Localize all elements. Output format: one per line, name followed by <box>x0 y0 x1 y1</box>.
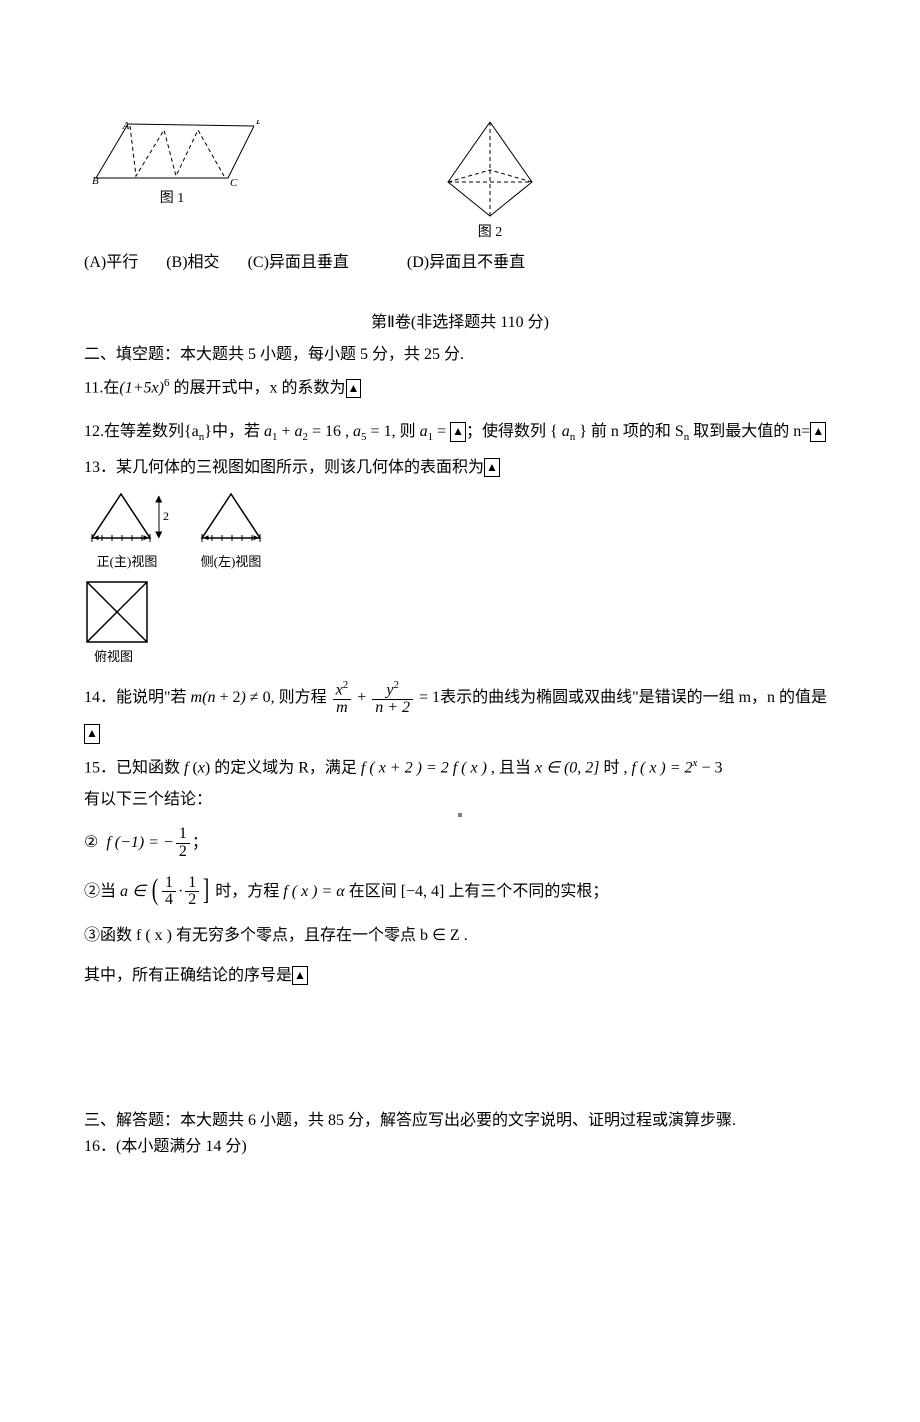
q14-blank: ▲ <box>84 721 836 747</box>
fig2-svg <box>440 120 540 220</box>
top-view: 俯视图 <box>84 579 836 668</box>
q15-final: 其中，所有正确结论的序号是▲ <box>84 963 836 989</box>
q13: 13．某几何体的三视图如图所示，则该几何体的表面积为▲ <box>84 455 836 481</box>
front-view-svg: 2 <box>84 490 170 550</box>
figure-2-caption: 图 2 <box>478 222 503 244</box>
option-b: (B)相交 <box>166 250 219 276</box>
section-2-title: 第Ⅱ卷(非选择题共 110 分) <box>84 310 836 336</box>
section-3-intro: 三、解答题：本大题共 6 小题，共 85 分，解答应写出必要的文字说明、证明过程… <box>84 1108 836 1134</box>
option-c: (C)异面且垂直 <box>248 250 349 276</box>
top-view-caption: 俯视图 <box>94 647 133 668</box>
q16-head: 16．(本小题满分 14 分) <box>84 1134 836 1160</box>
figure-1: A B C D 图 1 <box>84 120 260 244</box>
front-view: 2 正(主)视图 <box>84 490 170 573</box>
figures-row: A B C D 图 1 <box>84 120 836 244</box>
q15-line1: 15．已知函数 f (x) 的定义域为 R，满足 f ( x + 2 ) = 2… <box>84 755 836 781</box>
option-a: (A)平行 <box>84 250 138 276</box>
option-d: (D)异面且不垂直 <box>407 250 525 276</box>
section-3: 三、解答题：本大题共 6 小题，共 85 分，解答应写出必要的文字说明、证明过程… <box>84 1108 836 1159</box>
fig1-svg: A B C D <box>84 120 260 186</box>
label-C: C <box>230 177 238 186</box>
fillin-intro: 二、填空题：本大题共 5 小题，每小题 5 分，共 25 分. <box>84 342 836 368</box>
q11-expr: (1+5x) <box>119 380 164 397</box>
q11-prefix: 11.在 <box>84 380 119 397</box>
blank-box: ▲ <box>292 966 308 986</box>
q15-c1: ② f (−1) = −12； <box>84 826 836 861</box>
figure-2: 图 2 <box>440 120 540 244</box>
q14-frac2: y2 n + 2 <box>372 680 413 717</box>
label-A: A <box>122 120 130 132</box>
figure-1-caption: 图 1 <box>160 188 185 210</box>
height-label: 2 <box>163 509 169 523</box>
blank-box: ▲ <box>84 724 100 744</box>
side-view-svg <box>194 490 268 550</box>
front-view-caption: 正(主)视图 <box>97 552 158 573</box>
blank-box: ▲ <box>450 422 466 442</box>
page-marker-dot <box>458 813 462 817</box>
blank-box: ▲ <box>346 379 362 399</box>
blank-box: ▲ <box>810 422 826 442</box>
q15-conclusions: ② f (−1) = −12； ②当 a ∈ ( 14·12 ] 时，方程 f … <box>84 826 836 988</box>
q14-frac1: x2 m <box>333 680 352 717</box>
side-view-caption: 侧(左)视图 <box>201 552 262 573</box>
q15-c3: ③函数 f ( x ) 有无穷多个零点，且存在一个零点 b ∈ Z . <box>84 923 836 949</box>
q15-c2: ②当 a ∈ ( 14·12 ] 时，方程 f ( x ) = α 在区间 [−… <box>84 875 836 910</box>
q14: 14．能说明"若 m(n + 2) ≠ 0, 则方程 x2 m + y2 n +… <box>84 680 836 717</box>
side-view: 侧(左)视图 <box>194 490 268 573</box>
q12: 12.在等差数列{an}中，若 a1 + a2 = 16 , a5 = 1, 则… <box>84 419 836 447</box>
label-B: B <box>92 175 99 186</box>
blank-box: ▲ <box>484 458 500 478</box>
q11: 11.在(1+5x)6 的展开式中，x 的系数为▲ <box>84 375 836 401</box>
q10-options: (A)平行 (B)相交 (C)异面且垂直 (D)异面且不垂直 <box>84 250 836 276</box>
label-D: D <box>255 120 260 127</box>
page: A B C D 图 1 <box>0 120 920 1422</box>
three-views: 2 正(主)视图 <box>84 490 836 668</box>
q11-mid: 的展开式中，x 的系数为 <box>169 380 345 397</box>
top-view-svg <box>84 579 150 645</box>
q15-line2: 有以下三个结论： <box>84 787 836 813</box>
